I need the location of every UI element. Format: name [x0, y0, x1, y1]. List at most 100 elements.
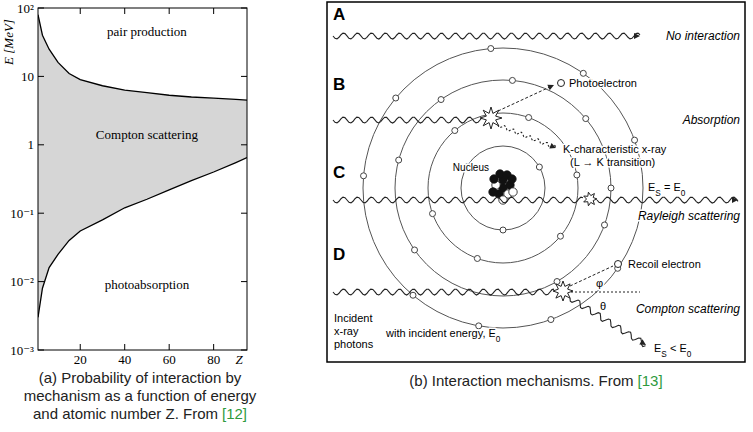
shaded-region [38, 15, 247, 318]
arrow-head [732, 197, 738, 203]
caption-a: (a) Probability of interaction bymechani… [24, 369, 257, 422]
recoil-label: Recoil electron [628, 258, 701, 270]
recoil-electron [615, 261, 622, 268]
compton-energy-label-part: E [654, 342, 661, 354]
theta-label: θ [600, 300, 606, 312]
electron-shell [395, 80, 611, 296]
x-tick-label: 40 [118, 352, 131, 367]
compton-energy-label-part: < E [667, 342, 687, 354]
arrow-head [549, 143, 556, 149]
nucleon [508, 175, 516, 183]
x-tick [169, 8, 170, 14]
row-letter: C [333, 163, 345, 182]
nucleus-label: Nucleus [453, 162, 489, 173]
photon-wave [597, 197, 738, 203]
row-letter: B [333, 75, 345, 94]
region-label: Compton scattering [96, 127, 199, 142]
electron [526, 115, 532, 121]
phi-label: φ [596, 277, 603, 289]
row-letter: D [333, 245, 345, 264]
photoelectron-label: Photoelectron [569, 77, 637, 89]
caption-text: mechanism as a function of energy [24, 387, 257, 404]
electron [509, 77, 515, 83]
plot-data [38, 15, 247, 318]
electron [500, 227, 506, 233]
electron [452, 128, 458, 134]
electron [574, 172, 580, 178]
y-tick [241, 8, 247, 9]
plot-frame [38, 8, 247, 350]
electron [430, 211, 436, 217]
y-axis-title: E [MeV] [1, 19, 16, 66]
region-label: pair production [107, 24, 187, 39]
x-tick [80, 8, 81, 14]
y-tick-label: 10² [17, 1, 34, 16]
electron [412, 247, 418, 253]
electron [396, 157, 402, 163]
x-tick-label: 20 [74, 352, 87, 367]
x-tick-label: 80 [207, 352, 220, 367]
x-tick [213, 344, 214, 350]
incident-energy-label: with incident energy, E0 [385, 327, 501, 344]
y-tick [241, 76, 247, 77]
caption-b: (b) Interaction mechanisms. From[13] [409, 372, 662, 389]
y-tick-label: 1 [28, 137, 35, 152]
electron [474, 255, 480, 261]
electron [608, 185, 614, 191]
y-tick [38, 8, 44, 9]
electron [488, 46, 494, 52]
electron [361, 173, 367, 179]
y-tick [38, 350, 44, 351]
caption-line: mechanism as a function of energy [24, 387, 257, 404]
incident-label: Incident [334, 312, 373, 324]
electron [548, 317, 554, 323]
chart-a: 10⁻³10⁻²10⁻¹11010²20406080E [MeV]Zpair p… [1, 1, 247, 368]
x-tick [124, 8, 125, 14]
caption-line: and atomic number Z. From[12] [33, 405, 247, 422]
rayleigh-energy-label-part: = E [661, 181, 681, 193]
photon-wave [333, 33, 640, 39]
incident-energy-label-part: with incident energy, E [385, 327, 496, 339]
compton-energy-label-part: 0 [687, 350, 692, 359]
electron-shell [461, 146, 545, 230]
photon-wave [570, 298, 646, 347]
boundary-line [38, 15, 247, 100]
interaction-burst [584, 192, 597, 206]
electron [557, 233, 563, 239]
y-tick [38, 281, 44, 282]
y-tick [38, 76, 44, 77]
caption-ref: [12] [222, 405, 247, 422]
x-tick [213, 8, 214, 14]
electron [580, 70, 586, 76]
caption-line: (a) Probability of interaction by [39, 369, 242, 386]
photoelectron-path [498, 86, 552, 111]
x-tick [80, 344, 81, 350]
photon-wave [333, 289, 554, 295]
incident-label: photons [334, 338, 374, 350]
rayleigh-energy-label-part: E [648, 181, 655, 193]
arrow-head [639, 339, 646, 345]
boundary-line [38, 158, 247, 318]
rayleigh-energy-label-part: 0 [681, 189, 686, 198]
electron [536, 164, 542, 170]
y-tick-label: 10⁻² [10, 274, 34, 289]
mechanism-label: Absorption [682, 113, 741, 127]
nucleon [489, 188, 497, 196]
nucleon [509, 188, 517, 196]
x-tick [169, 344, 170, 350]
electron [393, 95, 399, 101]
electron [583, 116, 589, 122]
incident-label: x-ray [334, 325, 359, 337]
x-axis-title: Z [235, 352, 243, 367]
x-tick [124, 344, 125, 350]
y-tick [38, 213, 44, 214]
rayleigh-energy-label: ES = E0 [648, 181, 686, 198]
electron [601, 222, 607, 228]
photon-wave [333, 117, 482, 123]
transition-label: (L → K transition) [570, 156, 655, 168]
diagram-b: NucleusABCDNo interactionPhotoelectronK-… [327, 2, 745, 362]
electron-shell [363, 48, 643, 328]
mechanism-label: Rayleigh scattering [638, 209, 740, 223]
nucleon [490, 175, 498, 183]
y-tick [241, 281, 247, 282]
